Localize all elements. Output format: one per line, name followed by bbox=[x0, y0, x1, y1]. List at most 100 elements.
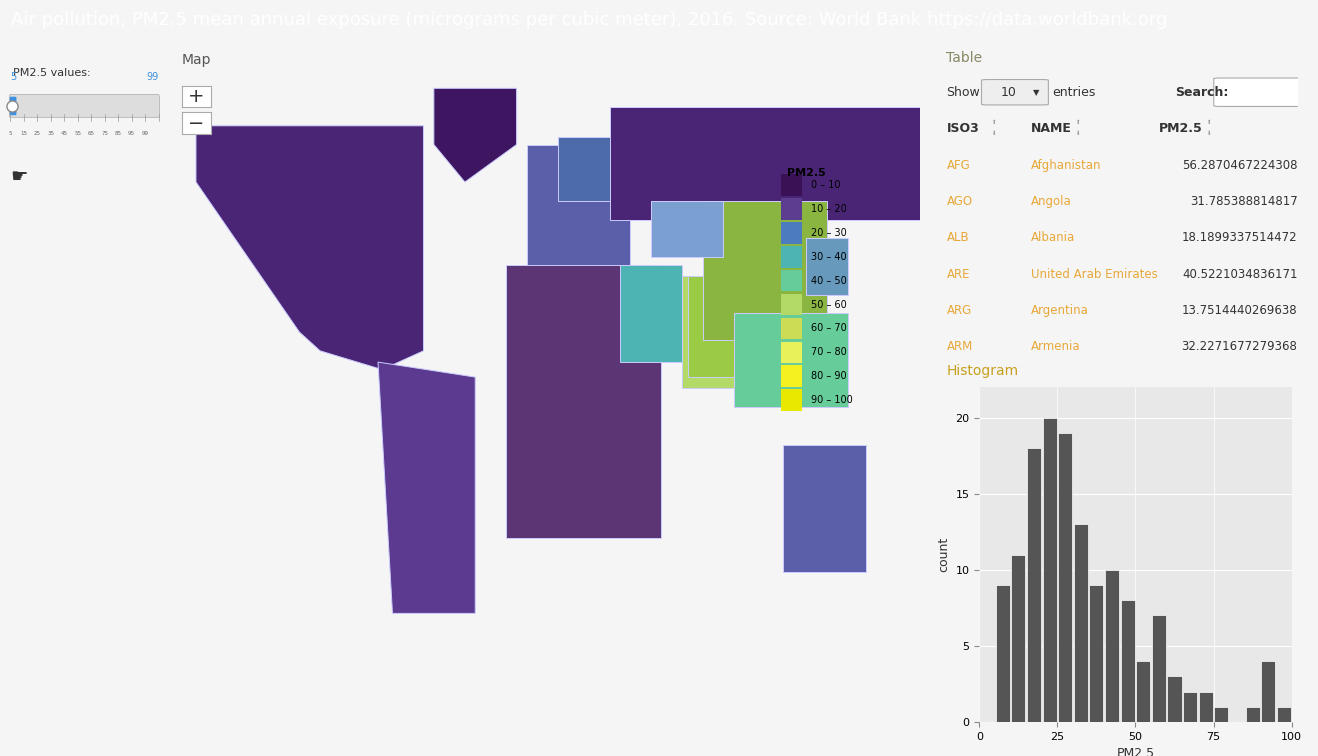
Text: ⬆: ⬆ bbox=[1074, 120, 1079, 125]
Text: Search:: Search: bbox=[1176, 85, 1228, 99]
Text: ▼: ▼ bbox=[1032, 88, 1039, 97]
Text: 13.7514440269638: 13.7514440269638 bbox=[1182, 304, 1297, 317]
FancyBboxPatch shape bbox=[1214, 78, 1305, 107]
Text: 5: 5 bbox=[8, 132, 12, 137]
Text: 95: 95 bbox=[128, 132, 134, 137]
Text: 55: 55 bbox=[74, 132, 82, 137]
Bar bbox=[1120, 600, 1135, 722]
Text: +: + bbox=[188, 87, 204, 106]
Text: 85: 85 bbox=[115, 132, 121, 137]
Text: 70 – 80: 70 – 80 bbox=[811, 348, 846, 358]
Text: 25: 25 bbox=[34, 132, 41, 137]
Polygon shape bbox=[807, 238, 847, 295]
Text: AGO: AGO bbox=[948, 195, 973, 208]
Y-axis label: count: count bbox=[937, 537, 950, 572]
Text: 40 – 50: 40 – 50 bbox=[811, 276, 846, 286]
Text: 0 – 10: 0 – 10 bbox=[811, 180, 840, 190]
Text: 18.1899337514472: 18.1899337514472 bbox=[1182, 231, 1297, 244]
Text: entries: entries bbox=[1052, 85, 1095, 99]
Bar bbox=[780, 293, 803, 315]
Polygon shape bbox=[196, 125, 423, 370]
Bar bbox=[1136, 661, 1151, 722]
Text: PM2.5 values:: PM2.5 values: bbox=[13, 68, 91, 78]
Polygon shape bbox=[683, 276, 734, 389]
Bar bbox=[1011, 555, 1025, 722]
Text: ⬇: ⬇ bbox=[1206, 131, 1211, 136]
FancyBboxPatch shape bbox=[982, 79, 1048, 105]
Polygon shape bbox=[434, 88, 517, 182]
Text: 50 – 60: 50 – 60 bbox=[811, 299, 846, 309]
Bar bbox=[1214, 707, 1228, 722]
Text: ⬆: ⬆ bbox=[991, 120, 995, 125]
Text: −: − bbox=[188, 113, 204, 132]
Polygon shape bbox=[506, 265, 662, 538]
Polygon shape bbox=[619, 265, 683, 362]
Text: 20 – 30: 20 – 30 bbox=[811, 228, 846, 237]
Bar bbox=[780, 318, 803, 339]
Text: Angola: Angola bbox=[1031, 195, 1072, 208]
Text: Map: Map bbox=[182, 53, 211, 67]
Text: Show: Show bbox=[946, 85, 981, 99]
Bar bbox=[995, 585, 1010, 722]
Polygon shape bbox=[610, 107, 920, 219]
Text: Armenia: Armenia bbox=[1031, 340, 1081, 353]
Text: 30 – 40: 30 – 40 bbox=[811, 252, 846, 262]
Text: 40.5221034836171: 40.5221034836171 bbox=[1182, 268, 1297, 280]
Text: 15: 15 bbox=[20, 132, 28, 137]
Polygon shape bbox=[702, 201, 826, 339]
Bar bbox=[780, 365, 803, 387]
Text: Albania: Albania bbox=[1031, 231, 1075, 244]
X-axis label: PM2.5: PM2.5 bbox=[1116, 747, 1155, 756]
Text: ⬇: ⬇ bbox=[991, 131, 995, 136]
Bar bbox=[1058, 432, 1073, 722]
Polygon shape bbox=[558, 137, 610, 201]
Text: 80 – 90: 80 – 90 bbox=[811, 371, 846, 381]
Text: 90 – 100: 90 – 100 bbox=[811, 395, 853, 405]
Text: Afghanistan: Afghanistan bbox=[1031, 159, 1102, 172]
Text: Air pollution, PM2.5 mean annual exposure (micrograms per cubic meter), 2016. So: Air pollution, PM2.5 mean annual exposur… bbox=[11, 11, 1166, 29]
Polygon shape bbox=[783, 445, 866, 572]
Bar bbox=[780, 270, 803, 292]
Bar bbox=[780, 174, 803, 196]
Text: 60 – 70: 60 – 70 bbox=[811, 324, 846, 333]
Bar bbox=[780, 222, 803, 243]
Bar bbox=[1261, 661, 1276, 722]
Text: 31.785388814817: 31.785388814817 bbox=[1190, 195, 1297, 208]
Text: PM2.5: PM2.5 bbox=[787, 169, 825, 178]
Text: ARM: ARM bbox=[948, 340, 973, 353]
Text: ARG: ARG bbox=[948, 304, 973, 317]
Text: AFG: AFG bbox=[948, 159, 971, 172]
Bar bbox=[1043, 417, 1057, 722]
Bar bbox=[780, 342, 803, 364]
Text: 35: 35 bbox=[47, 132, 54, 137]
Text: ⬆: ⬆ bbox=[1206, 120, 1211, 125]
Bar bbox=[1027, 448, 1041, 722]
Text: United Arab Emirates: United Arab Emirates bbox=[1031, 268, 1157, 280]
Text: 10: 10 bbox=[1000, 85, 1016, 99]
FancyBboxPatch shape bbox=[9, 97, 16, 115]
Polygon shape bbox=[734, 313, 847, 407]
Text: 45: 45 bbox=[61, 132, 67, 137]
Text: 99: 99 bbox=[141, 132, 149, 137]
FancyBboxPatch shape bbox=[9, 94, 159, 117]
Bar bbox=[780, 389, 803, 411]
Text: PM2.5: PM2.5 bbox=[1159, 122, 1202, 135]
Bar bbox=[1104, 570, 1119, 722]
Bar bbox=[1184, 692, 1197, 722]
Text: ARE: ARE bbox=[948, 268, 970, 280]
Polygon shape bbox=[651, 201, 724, 257]
Text: ☛: ☛ bbox=[11, 167, 28, 186]
Text: ISO3: ISO3 bbox=[948, 122, 979, 135]
Polygon shape bbox=[688, 276, 734, 377]
Text: ⬇: ⬇ bbox=[1074, 131, 1079, 136]
Text: 10 – 20: 10 – 20 bbox=[811, 203, 846, 214]
Text: Histogram: Histogram bbox=[946, 364, 1019, 379]
Text: Table: Table bbox=[946, 51, 982, 65]
Text: 5: 5 bbox=[11, 72, 16, 82]
Polygon shape bbox=[527, 144, 630, 276]
Text: 56.2870467224308: 56.2870467224308 bbox=[1182, 159, 1297, 172]
Text: 75: 75 bbox=[101, 132, 108, 137]
Bar bbox=[1074, 524, 1087, 722]
Text: 65: 65 bbox=[87, 132, 95, 137]
Bar bbox=[1198, 692, 1213, 722]
